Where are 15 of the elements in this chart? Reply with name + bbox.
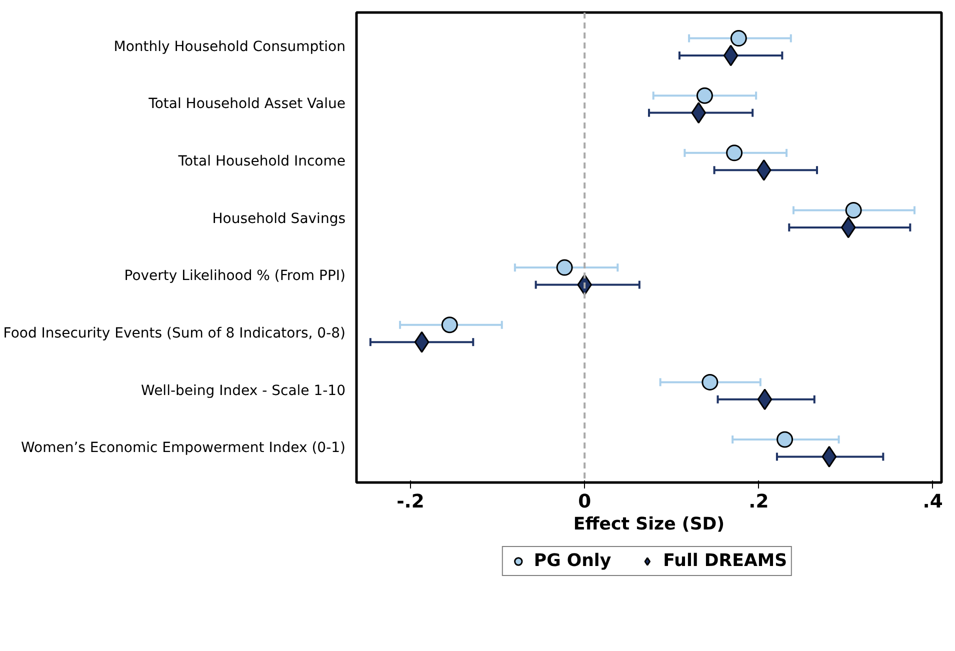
y-tick-label: Total Household Income xyxy=(177,154,346,170)
legend-label: Full DREAMS xyxy=(663,551,788,571)
x-tick-label: .2 xyxy=(748,492,769,512)
x-tick-label: -.2 xyxy=(396,492,424,512)
y-tick-label: Poverty Likelihood % (From PPI) xyxy=(124,268,346,284)
y-tick-label: Monthly Household Consumption xyxy=(114,38,346,55)
legend-label: PG Only xyxy=(534,551,612,571)
x-axis-title: Effect Size (SD) xyxy=(573,514,725,534)
x-tick-label: 0 xyxy=(578,492,592,512)
y-tick-label: Food Insecurity Events (Sum of 8 Indicators, 0-8) xyxy=(3,325,346,342)
y-tick-label: Total Household Asset Value xyxy=(148,96,346,112)
y-tick-label: Household Savings xyxy=(212,210,346,227)
x-tick-label: .4 xyxy=(922,492,943,512)
y-tick-label: Well-being Index - Scale 1-10 xyxy=(141,382,346,399)
y-tick-label: Women’s Economic Empowerment Index (0-1) xyxy=(21,440,346,456)
